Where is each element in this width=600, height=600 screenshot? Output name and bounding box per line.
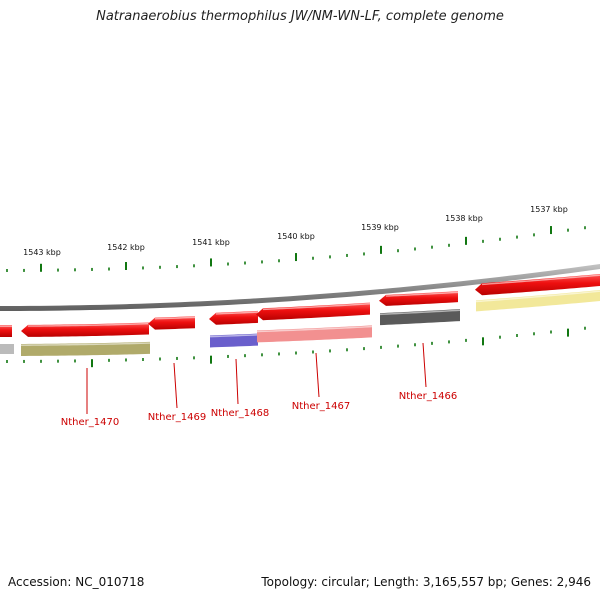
map-title: Natranaerobius thermophilus JW/NM-WN-LF,… [96, 9, 504, 24]
cds-feature [475, 273, 600, 296]
gene-label: Nther_1468 [211, 408, 269, 419]
feature-yellow [476, 290, 600, 312]
cds-feature [148, 316, 195, 330]
scale-label: 1542 kbp [107, 243, 145, 252]
cds-feature [0, 324, 12, 337]
scale-label: 1538 kbp [445, 214, 483, 223]
scale-ticks [6, 226, 586, 368]
cds-feature-highlight [154, 316, 196, 320]
scale-label: 1540 kbp [277, 232, 315, 241]
feature-pink-highlight [256, 325, 373, 333]
gene-label: Nther_1467 [292, 401, 350, 412]
feature-blue-highlight [209, 334, 259, 338]
cds-feature-highlight [215, 311, 259, 315]
feature-gray [0, 343, 14, 354]
genome-summary-text: Topology: circular; Length: 3,165,557 bp… [261, 575, 591, 589]
backbone-band [0, 264, 600, 311]
feature-olive-highlight [20, 342, 151, 346]
scale-labels: 1543 kbp 1542 kbp 1541 kbp 1540 kbp 1539 kbp… [23, 205, 568, 257]
genome-backbone [0, 264, 600, 311]
feature-blue [210, 333, 258, 348]
cds-feature-highlight [385, 291, 459, 297]
gene-label: Nther_1466 [399, 391, 457, 402]
accession-text: Accession: NC_010718 [8, 575, 145, 589]
scale-label: 1541 kbp [192, 238, 230, 247]
gene-label-leader [315, 352, 320, 398]
scale-label: 1543 kbp [23, 248, 61, 257]
gene-label-leader [173, 362, 178, 409]
feature-dark-gray-highlight [379, 309, 461, 316]
gene-labels: Nther_1470 Nther_1469 Nther_1468 Nther_1467… [61, 342, 457, 428]
scale-label: 1539 kbp [361, 223, 399, 232]
gene-label: Nther_1470 [61, 417, 119, 428]
gene-label-leader [422, 342, 427, 388]
feature-pink [257, 325, 372, 343]
cds-feature-highlight [27, 322, 150, 327]
gene-label-leader [235, 358, 239, 405]
cds-feature-highlight [481, 274, 600, 286]
gene-features [0, 273, 600, 356]
feature-yellow-highlight [475, 290, 600, 303]
cds-feature [256, 302, 370, 321]
cds-feature-highlight [262, 303, 371, 311]
scale-label: 1537 kbp [530, 205, 568, 214]
gene-label: Nther_1469 [148, 412, 206, 423]
